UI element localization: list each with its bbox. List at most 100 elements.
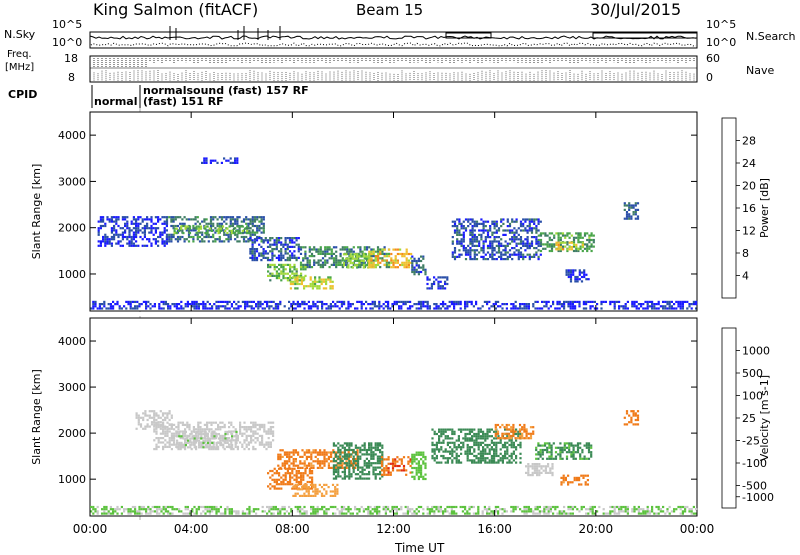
power-panel-cell [374,301,376,303]
velocity-panel-cell [453,444,455,446]
velocity-panel-cell [241,444,243,446]
velocity-panel-cell [194,435,196,437]
power-panel-cell [220,230,222,232]
power-panel-cell [254,252,256,254]
power-panel-cell [453,305,455,307]
velocity-panel-cell [560,483,562,485]
power-panel-cell [102,236,104,238]
velocity-panel-cell [339,451,341,453]
velocity-panel-cell [263,446,265,448]
velocity-panel-cell [344,449,346,451]
velocity-panel-cell [164,419,166,421]
velocity-panel-cell [411,460,413,462]
velocity-panel-cell [418,465,420,467]
velocity-panel-cell [508,433,510,435]
velocity-panel-cell [319,454,321,456]
power-panel-cell [258,255,260,257]
power-panel-cell [256,239,258,241]
power-panel-cell [529,258,531,260]
velocity-panel-cell [581,449,583,451]
power-panel-cell [630,218,632,220]
velocity-panel-cell [489,459,491,461]
velocity-panel-cell [345,460,347,462]
velocity-panel-cell [278,488,280,490]
power-panel-cell [296,281,298,283]
power-panel-cell [624,218,626,220]
velocity-panel-cell [176,446,178,448]
velocity-panel-cell [162,441,164,443]
power-panel-cell [274,275,276,277]
power-panel-cell [329,276,331,278]
power-panel-cell [120,245,122,247]
power-panel-cell [175,216,177,218]
power-panel-cell [144,236,146,238]
velocity-panel-cell [323,484,325,486]
velocity-panel-cell [379,445,381,447]
power-panel-cell [280,273,282,275]
power-panel-cell [153,223,155,225]
power-panel-cell [491,247,493,249]
velocity-panel-cell [534,463,536,465]
power-panel-cell [695,301,697,303]
power-panel-cell [396,301,398,303]
velocity-panel-cell [241,435,243,437]
velocity-panel-cell [270,426,272,428]
power-panel-cell [278,257,280,259]
power-panel-cell [269,264,271,266]
velocity-panel-cell [484,448,486,450]
power-panel-cell [591,235,593,237]
power-panel-cell [161,234,163,236]
power-panel-cell [497,301,499,303]
velocity-panel-cell [486,435,488,437]
power-panel-cell [266,303,268,305]
power-panel-cell [278,250,280,252]
velocity-panel-cell [388,467,390,469]
power-panel-cell [144,234,146,236]
power-panel-cell [104,225,106,227]
power-panel-cell [662,307,664,309]
power-panel-cell [635,204,637,206]
power-panel-cell [144,229,146,231]
power-panel-cell [280,255,282,257]
power-panel-cell [416,307,418,309]
power-panel-cell [300,266,302,268]
power-panel-cell [301,303,303,305]
velocity-panel-cell [364,473,366,475]
power-panel-cell [361,255,363,257]
power-panel-cell [227,160,229,162]
velocity-panel-cell [272,435,274,437]
velocity-panel-cell [207,442,209,444]
power-panel-cell [456,234,458,236]
power-panel-cell [245,223,247,225]
velocity-panel-cell [527,465,529,467]
power-panel-cell [558,237,560,239]
velocity-panel-cell [525,465,527,467]
velocity-panel-cell [289,474,291,476]
power-panel-cell [523,305,525,307]
velocity-panel-cell [573,453,575,455]
velocity-panel-cell [211,437,213,439]
velocity-panel-cell [334,493,336,495]
velocity-panel-cell [440,429,442,431]
power-panel-cell [669,301,671,303]
velocity-panel-cell [471,459,473,461]
power-panel-cell [100,225,102,227]
velocity-panel-cell [164,412,166,414]
velocity-panel-cell [229,446,231,448]
power-panel-cell [263,227,265,229]
power-panel-cell [201,162,203,164]
velocity-panel-cell [495,426,497,428]
power-panel-cell [234,218,236,220]
power-panel-cell [547,243,549,245]
power-panel-cell [202,305,204,307]
velocity-panel-cell [274,479,276,481]
power-panel-cell [191,303,193,305]
velocity-panel-cell [511,457,513,459]
power-panel-cell [192,229,194,231]
velocity-panel-cell [263,444,265,446]
power-panel-cell [271,257,273,259]
velocity-panel-cell [248,426,250,428]
velocity-panel-cell [379,467,381,469]
power-panel-cell [507,221,509,223]
velocity-panel-cell [127,508,129,510]
